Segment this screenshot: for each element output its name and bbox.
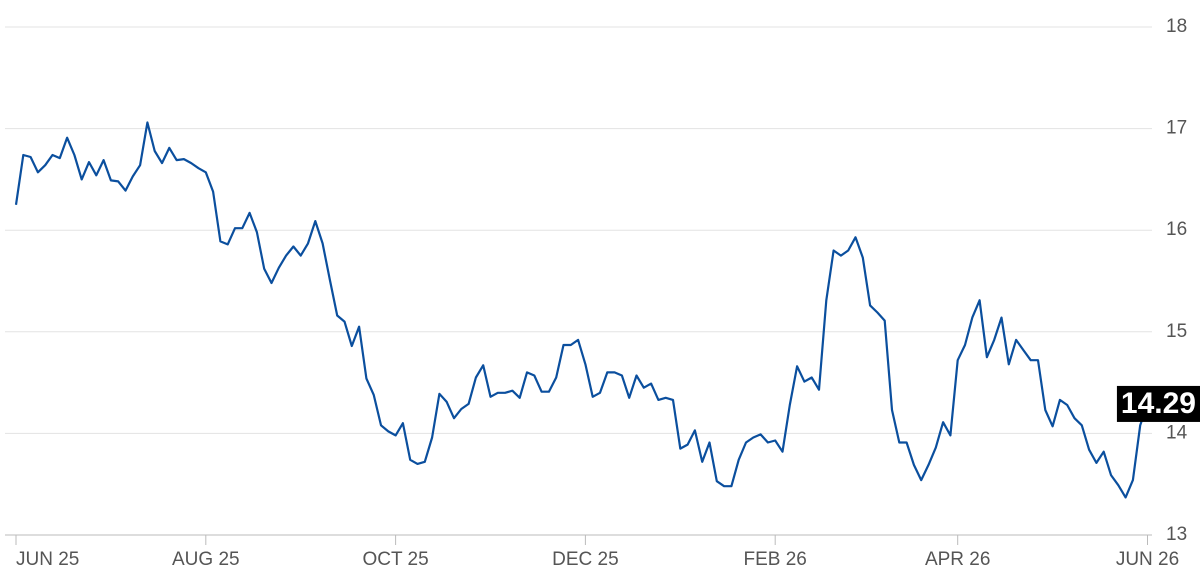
x-tick-label: DEC 25	[552, 549, 619, 570]
last-value-label: 14.29	[1121, 387, 1196, 420]
x-tick-label: APR 26	[925, 549, 990, 570]
x-tick-label: FEB 26	[744, 549, 807, 570]
y-tick-label: 14	[1166, 422, 1188, 443]
y-tick-label: 16	[1166, 219, 1187, 240]
x-tick-label: JUN 25	[16, 549, 79, 570]
x-tick-label: JUN 26	[1116, 549, 1179, 570]
x-tick-label: AUG 25	[172, 549, 240, 570]
y-tick-label: 15	[1166, 321, 1187, 342]
x-tick-label: OCT 25	[363, 549, 429, 570]
last-value-box	[1116, 385, 1200, 422]
y-tick-label: 17	[1166, 118, 1187, 139]
last-value-badge: 14.29	[1116, 385, 1200, 422]
y-tick-label: 18	[1166, 16, 1187, 37]
y-tick-label: 13	[1166, 524, 1187, 545]
price-line	[14, 121, 1149, 499]
